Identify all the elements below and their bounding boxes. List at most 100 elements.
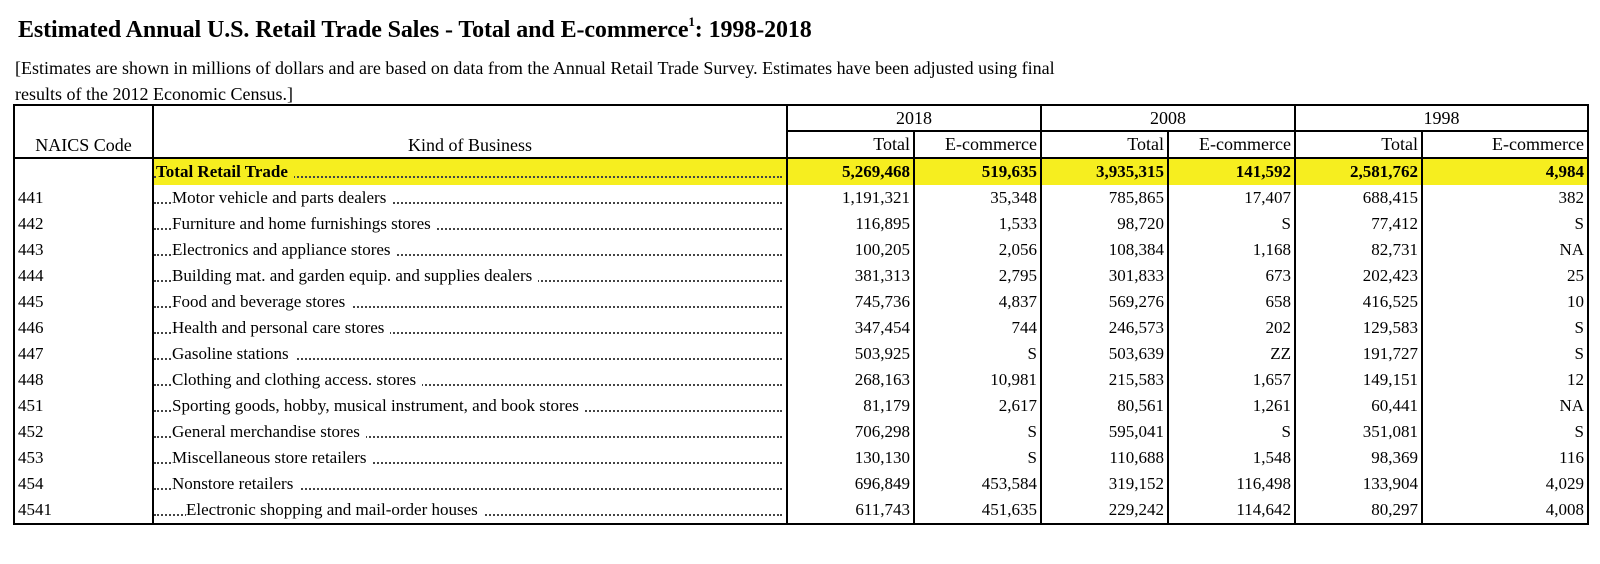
ecommerce-2008-cell: 1,548 — [1167, 445, 1296, 471]
title-years: : 1998-2018 — [694, 17, 812, 43]
ecommerce-1998-cell: 12 — [1421, 367, 1589, 393]
total-header-1998: Total — [1294, 130, 1423, 159]
total-1998-cell: 133,904 — [1294, 471, 1423, 497]
naics-code-cell: 447 — [13, 341, 154, 367]
total-1998-cell: 351,081 — [1294, 419, 1423, 445]
ecommerce-2018-cell: 519,635 — [913, 158, 1042, 185]
ecommerce-2008-cell: 658 — [1167, 289, 1296, 315]
ecommerce-header-2018: E-commerce — [913, 130, 1042, 159]
table-row: 445 Food and beverage stores 745,736 4,837 5… — [13, 289, 1589, 315]
naics-code-cell: 451 — [13, 393, 154, 419]
kind-of-business-label: Electronic shopping and mail-order house… — [186, 497, 484, 522]
ecommerce-2008-cell: 116,498 — [1167, 471, 1296, 497]
total-2008-cell: 3,935,315 — [1040, 158, 1169, 185]
ecommerce-2018-cell: 2,056 — [913, 237, 1042, 263]
table-row: 4541 Electronic shopping and mail-order h… — [13, 497, 1589, 525]
total-2008-cell: 319,152 — [1040, 471, 1169, 497]
ecommerce-2008-cell: 202 — [1167, 315, 1296, 341]
dot-leader — [155, 488, 782, 490]
total-2008-cell: 80,561 — [1040, 393, 1169, 419]
ecommerce-1998-cell: 10 — [1421, 289, 1589, 315]
ecommerce-2018-cell: 35,348 — [913, 185, 1042, 211]
ecommerce-2018-cell: 1,533 — [913, 211, 1042, 237]
kind-of-business-label: Gasoline stations — [172, 341, 295, 367]
kind-of-business-cell: Total Retail Trade — [152, 158, 788, 185]
ecommerce-header-1998: E-commerce — [1421, 130, 1589, 159]
total-1998-cell: 80,297 — [1294, 497, 1423, 525]
kind-of-business-cell: Gasoline stations — [152, 341, 788, 367]
kind-of-business-label: Electronics and appliance stores — [172, 237, 397, 263]
total-2018-cell: 81,179 — [786, 393, 915, 419]
kind-of-business-label: General merchandise stores — [172, 419, 366, 445]
total-1998-cell: 149,151 — [1294, 367, 1423, 393]
ecommerce-1998-cell: S — [1421, 315, 1589, 341]
retail-sales-table: NAICS Code Kind of Business 2018 2008 19… — [13, 104, 1589, 525]
kind-of-business-label: Building mat. and garden equip. and supp… — [172, 263, 539, 289]
ecommerce-header-2008: E-commerce — [1167, 130, 1296, 159]
year-header-2008: 2008 — [1040, 104, 1296, 132]
total-2008-cell: 301,833 — [1040, 263, 1169, 289]
dot-leader — [155, 332, 782, 334]
ecommerce-2018-cell: S — [913, 419, 1042, 445]
total-1998-cell: 129,583 — [1294, 315, 1423, 341]
dot-leader — [155, 176, 782, 178]
table-row: 442 Furniture and home furnishings stores… — [13, 211, 1589, 237]
kind-of-business-label: Sporting goods, hobby, musical instrumen… — [172, 393, 585, 419]
total-header-2008: Total — [1040, 130, 1169, 159]
total-2008-cell: 246,573 — [1040, 315, 1169, 341]
kind-of-business-cell: General merchandise stores — [152, 419, 788, 445]
ecommerce-2008-cell: 1,168 — [1167, 237, 1296, 263]
kind-of-business-cell: Food and beverage stores — [152, 289, 788, 315]
ecommerce-2018-cell: 2,617 — [913, 393, 1042, 419]
table-row: 441 Motor vehicle and parts dealers 1,191,… — [13, 185, 1589, 211]
naics-code-cell: 448 — [13, 367, 154, 393]
ecommerce-1998-cell: 25 — [1421, 263, 1589, 289]
kind-of-business-cell: Electronic shopping and mail-order house… — [152, 497, 788, 525]
total-2008-cell: 595,041 — [1040, 419, 1169, 445]
total-2008-cell: 503,639 — [1040, 341, 1169, 367]
dot-leader — [155, 358, 782, 360]
kind-of-business-cell: Furniture and home furnishings stores — [152, 211, 788, 237]
total-header-2018: Total — [786, 130, 915, 159]
total-2018-cell: 696,849 — [786, 471, 915, 497]
ecommerce-2008-cell: ZZ — [1167, 341, 1296, 367]
kind-of-business-label: Miscellaneous store retailers — [172, 445, 373, 471]
kind-of-business-label: Furniture and home furnishings stores — [172, 211, 437, 237]
dot-leader — [155, 384, 782, 386]
total-2018-cell: 381,313 — [786, 263, 915, 289]
ecommerce-2018-cell: 744 — [913, 315, 1042, 341]
page-title: Estimated Annual U.S. Retail Trade Sales… — [18, 14, 812, 44]
ecommerce-1998-cell: 4,984 — [1421, 158, 1589, 185]
ecommerce-2008-cell: 141,592 — [1167, 158, 1296, 185]
ecommerce-2008-cell: S — [1167, 419, 1296, 445]
naics-code-cell: 443 — [13, 237, 154, 263]
total-1998-cell: 60,441 — [1294, 393, 1423, 419]
table-row: 448 Clothing and clothing access. stores 2… — [13, 367, 1589, 393]
kind-of-business-cell: Electronics and appliance stores — [152, 237, 788, 263]
ecommerce-1998-cell: NA — [1421, 237, 1589, 263]
naics-code-cell: 442 — [13, 211, 154, 237]
total-2018-cell: 503,925 — [786, 341, 915, 367]
dot-leader — [155, 436, 782, 438]
kind-of-business-label: Clothing and clothing access. stores — [172, 367, 423, 393]
total-2018-cell: 100,205 — [786, 237, 915, 263]
ecommerce-1998-cell: NA — [1421, 393, 1589, 419]
total-2018-cell: 745,736 — [786, 289, 915, 315]
total-2018-cell: 5,269,468 — [786, 158, 915, 185]
ecommerce-2018-cell: S — [913, 445, 1042, 471]
dot-leader — [155, 202, 782, 204]
table-body: Total Retail Trade 5,269,468 519,635 3,935,… — [13, 158, 1589, 525]
table-row: 452 General merchandise stores 706,298 S 595… — [13, 419, 1589, 445]
kind-of-business-cell: Clothing and clothing access. stores — [152, 367, 788, 393]
ecommerce-2008-cell: 1,657 — [1167, 367, 1296, 393]
total-2008-cell: 108,384 — [1040, 237, 1169, 263]
table-row: 454 Nonstore retailers 696,849 453,584 319,1… — [13, 471, 1589, 497]
total-1998-cell: 202,423 — [1294, 263, 1423, 289]
ecommerce-2008-cell: 17,407 — [1167, 185, 1296, 211]
ecommerce-2018-cell: 453,584 — [913, 471, 1042, 497]
title-footnote-marker: 1 — [688, 14, 695, 29]
dot-leader — [155, 306, 782, 308]
kind-of-business-label: Total Retail Trade — [156, 159, 294, 185]
ecommerce-2018-cell: 4,837 — [913, 289, 1042, 315]
ecommerce-1998-cell: 4,008 — [1421, 497, 1589, 525]
